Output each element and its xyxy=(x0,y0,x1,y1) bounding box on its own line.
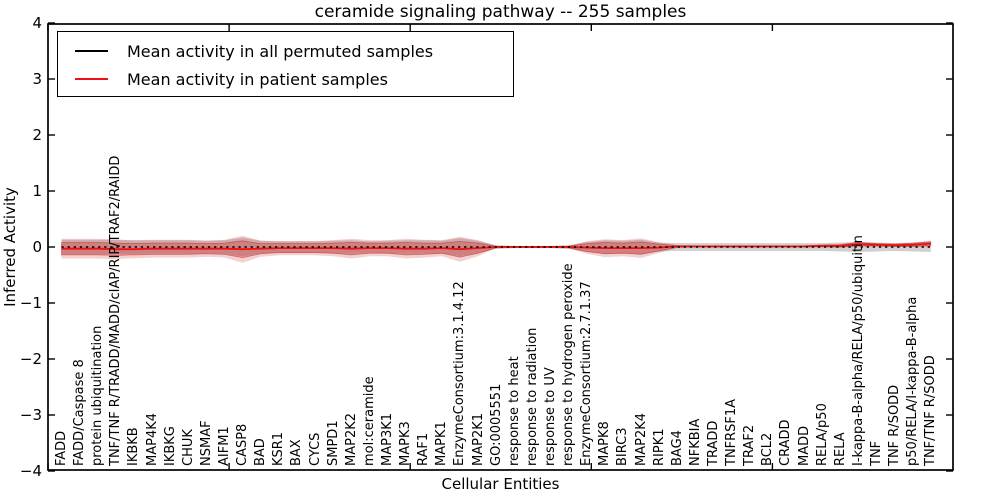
x-tick-label: response to heat xyxy=(506,356,522,466)
legend-item-permuted: Mean activity in all permuted samples xyxy=(58,37,513,65)
patient-line-sample xyxy=(75,78,108,80)
y-tick-label: 1 xyxy=(32,182,42,200)
x-tick-label: TNF/TNF R/SODD xyxy=(923,355,939,466)
x-tick-label: MAP2K1 xyxy=(470,412,486,466)
x-tick-label: RELA/p50 xyxy=(814,403,830,466)
y-tick-label: 3 xyxy=(32,70,42,88)
x-tick-label: MAP4K4 xyxy=(144,412,160,466)
x-tick-label: RAF1 xyxy=(416,432,432,466)
chart-title: ceramide signaling pathway -- 255 sample… xyxy=(314,2,687,22)
legend-label-patient: Mean activity in patient samples xyxy=(127,69,388,89)
x-tick-label: SMPD1 xyxy=(325,420,341,466)
x-tick-label: MADD xyxy=(796,425,812,466)
x-tick-label: TNFRSF1A xyxy=(724,398,740,466)
x-tick-label: response to UV xyxy=(542,367,558,466)
x-tick-label: BCL2 xyxy=(760,432,776,466)
x-tick-label: IKBKB xyxy=(126,427,142,466)
x-tick-label: EnzymeConsortium:2.7.1.37 xyxy=(579,281,595,466)
x-tick-label: protein ubiquitination xyxy=(90,325,106,466)
x-tick-label: MAP2K2 xyxy=(343,412,359,466)
x-tick-label: IKBKG xyxy=(162,426,178,466)
x-tick-label: GO:0005551 xyxy=(488,383,504,466)
x-tick-label: response to radiation xyxy=(524,327,540,466)
x-tick-label: MAPK8 xyxy=(597,421,613,466)
y-tick-label: −4 xyxy=(19,462,42,480)
x-tick-label: TNF/TNF R/TRADD/MADD/cIAP/RIP/TRAF2/RAID… xyxy=(108,155,124,466)
legend-label-permuted: Mean activity in all permuted samples xyxy=(127,41,434,61)
x-tick-label: response to hydrogen peroxide xyxy=(561,263,577,466)
patient-samples-band-outer xyxy=(61,235,931,263)
x-tick-label: NSMAF xyxy=(198,420,214,466)
x-tick-label: MAP2K4 xyxy=(633,412,649,466)
x-tick-label: EnzymeConsortium:3.1.4.12 xyxy=(452,281,468,466)
x-tick-label: FADD xyxy=(54,430,69,466)
x-tick-label: AIFM1 xyxy=(216,426,232,466)
x-tick-label: MAPK3 xyxy=(398,421,414,466)
patient-samples-band xyxy=(61,240,932,259)
legend-box: Mean activity in all permuted samples Me… xyxy=(57,31,514,97)
x-tick-label: p50/RELA/I-kappa-B-alpha xyxy=(905,296,921,466)
x-tick-label: TRADD xyxy=(705,420,721,466)
legend-item-patient: Mean activity in patient samples xyxy=(58,65,513,93)
x-tick-label: TRAF2 xyxy=(742,424,758,466)
permuted-line-sample xyxy=(75,50,108,52)
y-tick-label: −3 xyxy=(19,406,42,424)
x-tick-label: CRADD xyxy=(778,419,794,467)
x-tick-label: BAG4 xyxy=(669,430,685,466)
x-tick-label: MAP3K1 xyxy=(379,412,395,466)
x-tick-label: CASP8 xyxy=(235,423,251,466)
x-axis-label: Cellular Entities xyxy=(441,475,560,493)
x-tick-label: I-kappa-B-alpha/RELA/p50/ubiquitin xyxy=(850,235,866,466)
y-tick-label: 0 xyxy=(32,238,42,256)
x-tick-label: BAX xyxy=(289,439,305,466)
x-tick-label: NFKBIA xyxy=(687,418,703,466)
x-tick-label: TNF R/SODD xyxy=(887,384,903,466)
x-tick-label: BAD xyxy=(253,438,269,466)
x-tick-label: FADD/Caspase 8 xyxy=(72,359,88,466)
y-tick-label: 2 xyxy=(32,126,42,144)
y-tick-label: −1 xyxy=(19,294,42,312)
x-tick-label: CHUK xyxy=(180,429,196,466)
x-tick-label: KSR1 xyxy=(271,431,287,466)
x-tick-label: CYCS xyxy=(307,432,323,466)
x-tick-label: MAPK1 xyxy=(434,421,450,466)
x-tick-label: BIRC3 xyxy=(615,427,631,467)
x-tick-label: RELA xyxy=(832,432,848,466)
y-tick-label: −2 xyxy=(19,350,42,368)
y-tick-label: 4 xyxy=(32,14,42,32)
x-tick-label: RIPK1 xyxy=(651,428,667,466)
x-tick-label: mol:ceramide xyxy=(361,376,377,466)
x-tick-label: TNF xyxy=(868,440,884,466)
